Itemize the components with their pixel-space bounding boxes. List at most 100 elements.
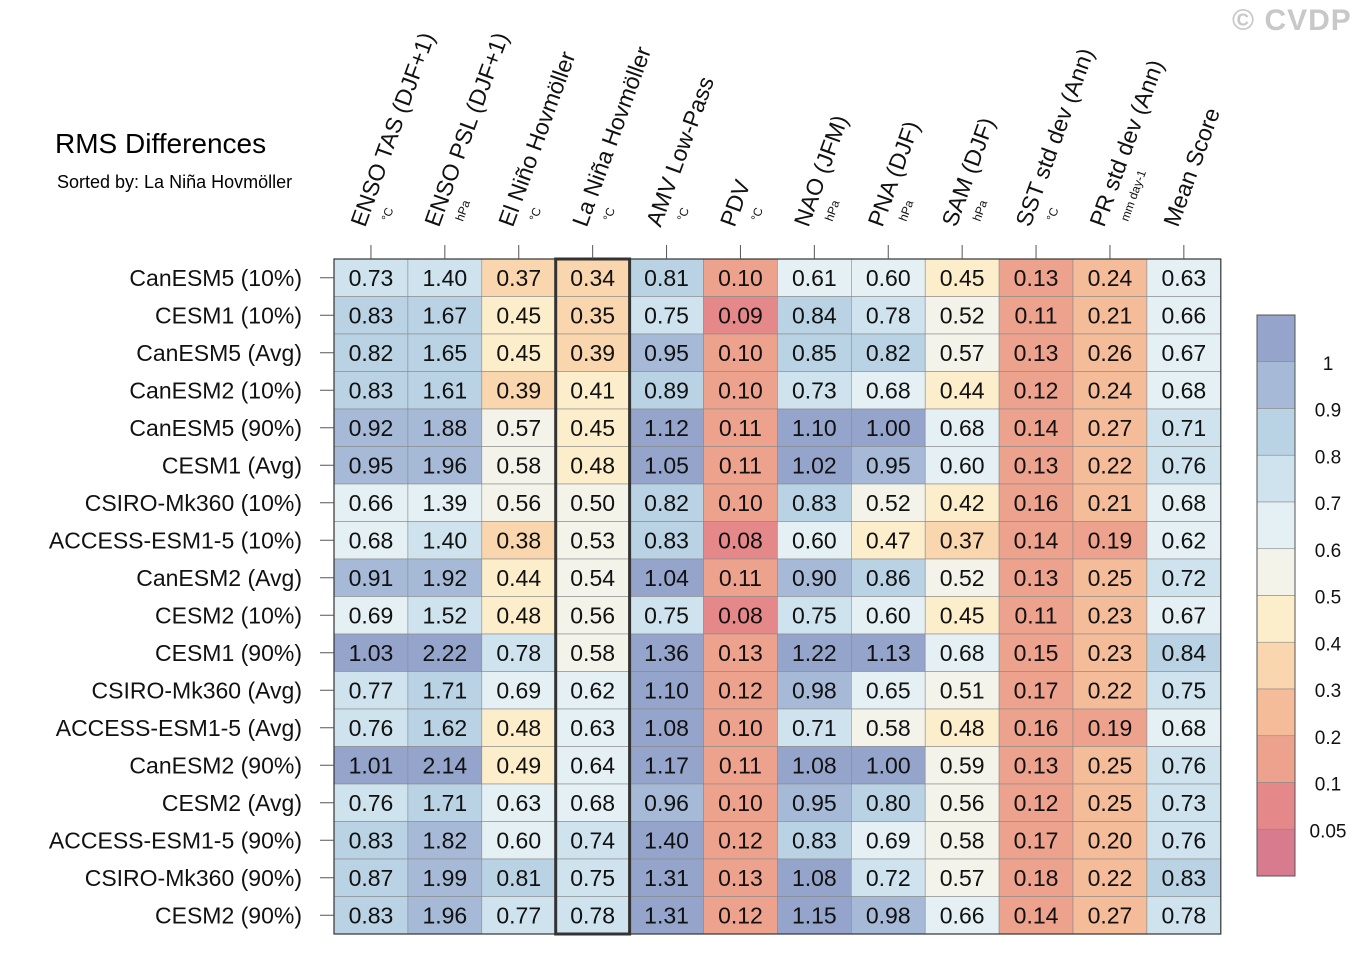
cell-value: 1.36 bbox=[644, 640, 689, 666]
cell-value: 0.91 bbox=[349, 565, 394, 591]
heatmap-cell bbox=[481, 821, 556, 860]
cell-value: 0.95 bbox=[792, 790, 837, 816]
cell-value: 0.75 bbox=[570, 865, 615, 891]
heatmap-cell bbox=[998, 596, 1074, 635]
cell-value: 0.16 bbox=[1014, 490, 1059, 516]
column-label: El Niño Hovmöller bbox=[493, 48, 580, 230]
heatmap-cell bbox=[1072, 858, 1148, 897]
heatmap-cell bbox=[850, 521, 926, 560]
cell-value: 0.84 bbox=[792, 302, 837, 328]
cell-value: 0.45 bbox=[496, 302, 541, 328]
heatmap-cell bbox=[998, 896, 1074, 935]
column-label: PNA (DJF) bbox=[863, 118, 925, 230]
cell-value: 1.61 bbox=[422, 377, 467, 403]
heatmap-cell bbox=[481, 783, 556, 822]
colorbar-segment bbox=[1256, 735, 1296, 783]
cell-value: 1.40 bbox=[644, 827, 689, 853]
cell-value: 1.31 bbox=[644, 865, 689, 891]
cell-value: 1.71 bbox=[422, 677, 467, 703]
cell-value: 0.84 bbox=[1161, 640, 1206, 666]
cell-value: 0.35 bbox=[570, 302, 615, 328]
cell-value: 0.23 bbox=[1088, 602, 1133, 628]
heatmap-cell bbox=[481, 596, 556, 635]
cell-value: 0.68 bbox=[570, 790, 615, 816]
cell-value: 0.76 bbox=[1161, 752, 1206, 778]
cell-value: 0.83 bbox=[644, 527, 689, 553]
heatmap-cell bbox=[333, 821, 409, 860]
heatmap-cell bbox=[555, 783, 630, 822]
cell-value: 0.20 bbox=[1088, 827, 1133, 853]
colorbar-tick-label: 0.2 bbox=[1315, 728, 1341, 749]
heatmap-cell bbox=[333, 558, 409, 597]
cell-value: 0.78 bbox=[1161, 902, 1206, 928]
cell-value: 0.83 bbox=[349, 377, 394, 403]
cell-value: 0.41 bbox=[570, 377, 615, 403]
heatmap-cell bbox=[777, 708, 852, 747]
heatmap-cell bbox=[481, 708, 556, 747]
cell-value: 0.22 bbox=[1088, 677, 1133, 703]
heatmap-cell bbox=[1072, 746, 1148, 785]
heatmap-cell bbox=[1146, 483, 1222, 522]
heatmap-cell bbox=[850, 446, 926, 485]
heatmap-cell bbox=[555, 708, 630, 747]
heatmap-cell bbox=[407, 258, 483, 297]
cell-value: 0.25 bbox=[1088, 790, 1133, 816]
colorbar-tick-label: 0.8 bbox=[1315, 447, 1341, 468]
cell-value: 0.57 bbox=[940, 340, 985, 366]
heatmap-cell bbox=[777, 671, 852, 710]
colorbar-segment bbox=[1256, 314, 1296, 363]
heatmap-cell bbox=[555, 896, 630, 935]
heatmap-cell bbox=[703, 333, 778, 372]
cell-value: 1.92 bbox=[422, 565, 467, 591]
heatmap-cell bbox=[703, 446, 778, 485]
heatmap-cell bbox=[1146, 333, 1222, 372]
heatmap-cell bbox=[703, 408, 778, 447]
colorbar-segment bbox=[1256, 361, 1296, 409]
cell-value: 0.86 bbox=[866, 565, 911, 591]
cell-value: 0.62 bbox=[1161, 527, 1206, 553]
cell-value: 0.68 bbox=[349, 527, 394, 553]
heatmap-cell bbox=[333, 483, 409, 522]
heatmap-cell bbox=[777, 296, 852, 335]
cell-value: 0.22 bbox=[1088, 452, 1133, 478]
heatmap-cell bbox=[1072, 408, 1148, 447]
cell-value: 0.60 bbox=[866, 602, 911, 628]
row-label: CanESM5 (Avg) bbox=[136, 340, 302, 366]
heatmap-cell bbox=[407, 446, 483, 485]
cell-value: 1.96 bbox=[422, 452, 467, 478]
colorbar-segment bbox=[1256, 408, 1296, 456]
heatmap-cell bbox=[1072, 446, 1148, 485]
cell-value: 0.56 bbox=[940, 790, 985, 816]
heatmap-cell bbox=[407, 708, 483, 747]
cell-value: 1.02 bbox=[792, 452, 837, 478]
cell-value: 1.04 bbox=[644, 565, 689, 591]
colorbar-segment bbox=[1256, 548, 1296, 596]
heatmap-cell bbox=[629, 371, 704, 410]
cell-value: 0.17 bbox=[1014, 827, 1059, 853]
cell-value: 0.74 bbox=[570, 827, 615, 853]
heatmap-cell bbox=[333, 858, 409, 897]
cell-value: 0.12 bbox=[1014, 790, 1059, 816]
cell-value: 0.78 bbox=[496, 640, 541, 666]
cell-value: 0.27 bbox=[1088, 415, 1133, 441]
cell-value: 0.68 bbox=[1161, 377, 1206, 403]
cell-value: 0.21 bbox=[1088, 490, 1133, 516]
cell-value: 0.62 bbox=[570, 677, 615, 703]
heatmap-cell bbox=[481, 333, 556, 372]
heatmap-cell bbox=[703, 708, 778, 747]
heatmap-cell bbox=[924, 596, 1000, 635]
heatmap-cell bbox=[1146, 896, 1222, 935]
cell-value: 0.10 bbox=[718, 265, 763, 291]
cell-value: 0.77 bbox=[496, 902, 541, 928]
heatmap-cell bbox=[481, 671, 556, 710]
cell-value: 0.12 bbox=[718, 677, 763, 703]
cell-value: 0.60 bbox=[866, 265, 911, 291]
heatmap-cell bbox=[407, 746, 483, 785]
cell-value: 0.13 bbox=[1014, 340, 1059, 366]
heatmap-cell bbox=[333, 371, 409, 410]
cell-value: 0.58 bbox=[866, 715, 911, 741]
cell-value: 0.81 bbox=[496, 865, 541, 891]
cell-value: 0.56 bbox=[570, 602, 615, 628]
cell-value: 1.15 bbox=[792, 902, 837, 928]
